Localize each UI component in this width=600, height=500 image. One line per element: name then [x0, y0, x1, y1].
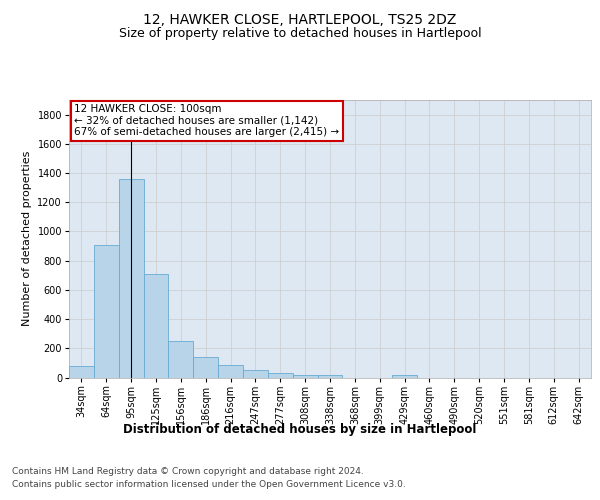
Text: Distribution of detached houses by size in Hartlepool: Distribution of detached houses by size …	[124, 422, 476, 436]
Text: Contains HM Land Registry data © Crown copyright and database right 2024.: Contains HM Land Registry data © Crown c…	[12, 468, 364, 476]
Bar	[243, 370, 268, 378]
Bar	[268, 373, 293, 378]
Bar	[94, 246, 119, 378]
Bar	[119, 179, 143, 378]
Bar	[218, 365, 243, 378]
Bar	[193, 357, 218, 378]
Text: Size of property relative to detached houses in Hartlepool: Size of property relative to detached ho…	[119, 28, 481, 40]
Bar	[69, 366, 94, 378]
Text: 12 HAWKER CLOSE: 100sqm
← 32% of detached houses are smaller (1,142)
67% of semi: 12 HAWKER CLOSE: 100sqm ← 32% of detache…	[74, 104, 340, 138]
Text: 12, HAWKER CLOSE, HARTLEPOOL, TS25 2DZ: 12, HAWKER CLOSE, HARTLEPOOL, TS25 2DZ	[143, 12, 457, 26]
Bar	[293, 375, 317, 378]
Bar	[392, 374, 417, 378]
Y-axis label: Number of detached properties: Number of detached properties	[22, 151, 32, 326]
Bar	[143, 274, 169, 378]
Bar	[169, 342, 193, 378]
Bar	[317, 376, 343, 378]
Text: Contains public sector information licensed under the Open Government Licence v3: Contains public sector information licen…	[12, 480, 406, 489]
